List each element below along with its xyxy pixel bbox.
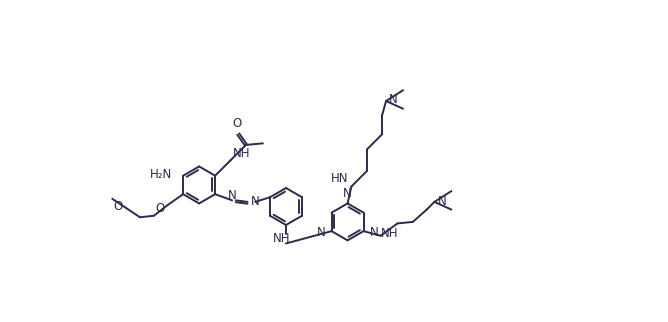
Text: N: N [343, 186, 352, 200]
Text: N: N [389, 93, 398, 106]
Text: N: N [438, 195, 446, 208]
Text: N: N [370, 226, 379, 239]
Text: N: N [317, 226, 325, 239]
Text: NH: NH [381, 227, 399, 240]
Text: NH: NH [233, 147, 250, 159]
Text: O: O [232, 117, 241, 130]
Text: NH: NH [273, 232, 290, 245]
Text: N: N [250, 194, 259, 208]
Text: HN: HN [331, 172, 348, 185]
Text: N: N [228, 189, 236, 202]
Text: O: O [114, 200, 123, 213]
Text: H₂N: H₂N [150, 168, 172, 181]
Text: O: O [156, 202, 164, 214]
